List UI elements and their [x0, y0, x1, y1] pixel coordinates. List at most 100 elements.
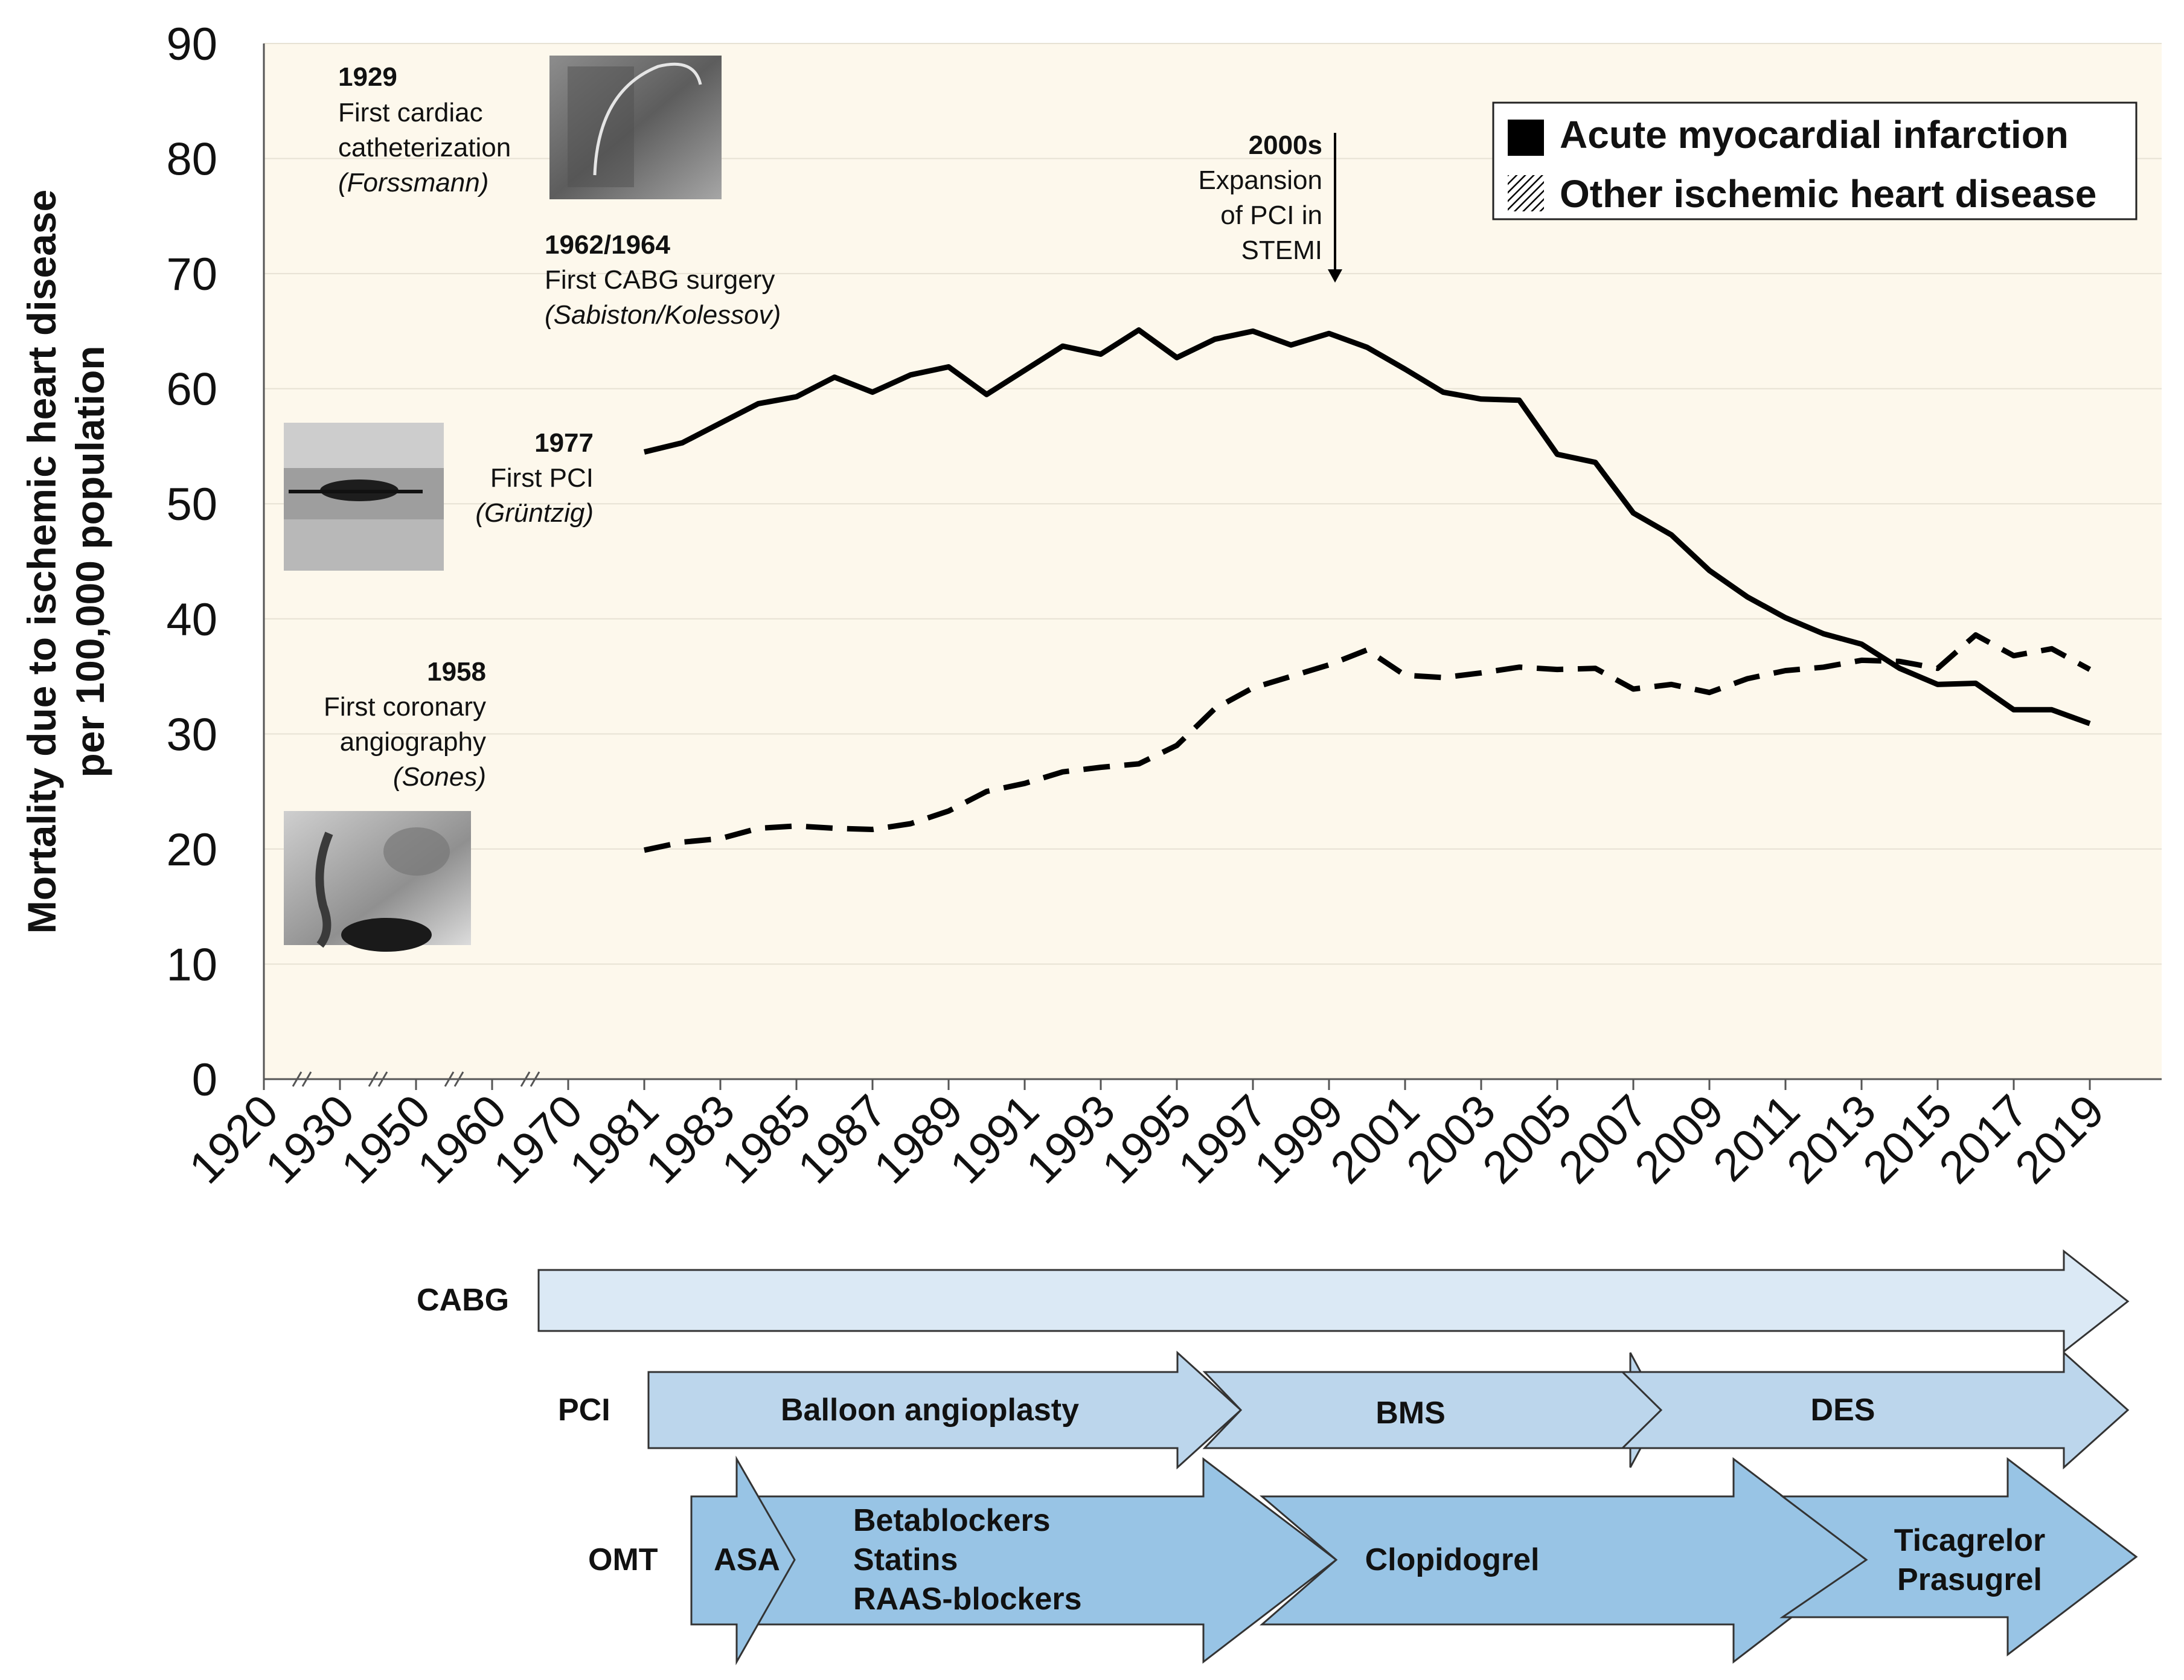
- annotation-2000s-year: 2000s: [1249, 130, 1322, 160]
- annotation-1977-line-1: First PCI: [490, 463, 594, 493]
- annotation-1958-author: (Sones): [393, 762, 486, 792]
- x-tick-label: 2001: [1321, 1085, 1429, 1194]
- annotation-1977-year: 1977: [534, 428, 594, 458]
- pci-arrow-bms: [1202, 1352, 1662, 1468]
- x-tick-label: 1981: [560, 1085, 668, 1194]
- legend-label-ami: Acute myocardial infarction: [1560, 113, 2069, 156]
- annotation-2000s-line-3: STEMI: [1241, 236, 1322, 265]
- annotation-1958-line-2: angiography: [340, 727, 486, 757]
- axis-break-mark: [520, 1071, 531, 1087]
- x-tick-label: 2019: [2005, 1085, 2114, 1194]
- x-tick-label: 1989: [864, 1085, 973, 1194]
- legend-swatch-other: [1508, 175, 1544, 211]
- omt-phase-statins: Statins: [853, 1542, 958, 1577]
- x-tick-label: 1993: [1016, 1085, 1125, 1194]
- therapy-timeline: CABG PCI Balloon angioplasty BMS DES OMT…: [417, 1249, 2138, 1666]
- axis-break-mark: [368, 1071, 379, 1087]
- angiography-image: [284, 811, 471, 952]
- annotation-1962: 1962/1964 First CABG surgery (Sabiston/K…: [545, 230, 781, 330]
- x-tick-label: 2009: [1625, 1085, 1734, 1194]
- legend-label-other: Other ischemic heart disease: [1560, 172, 2096, 216]
- axis-break-mark: [530, 1071, 540, 1087]
- annotation-1929-line-2: catheterization: [338, 133, 511, 162]
- y-tick-label: 50: [166, 479, 217, 530]
- x-tick-label: 1983: [636, 1085, 745, 1194]
- annotation-2000s-line-2: of PCI in: [1220, 200, 1322, 230]
- x-tick-label: 2007: [1549, 1085, 1657, 1194]
- x-tick-label: 2011: [1703, 1085, 1810, 1191]
- annotation-1962-author: (Sabiston/Kolessov): [545, 300, 781, 330]
- omt-phase-raas-blockers: RAAS-blockers: [853, 1582, 1082, 1617]
- annotation-1958-year: 1958: [427, 657, 486, 687]
- axis-break-mark: [444, 1071, 455, 1087]
- y-axis-label-line-2: per 100,000 population: [68, 345, 112, 777]
- omt-phase-ticagrelor: Ticagrelor: [1894, 1523, 2045, 1558]
- y-tick-label: 80: [166, 134, 217, 185]
- cabg-arrow: [537, 1249, 2130, 1354]
- x-tick-label: 2017: [1929, 1085, 2038, 1194]
- annotation-1929-line-1: First cardiac: [338, 98, 483, 127]
- pci-phase-balloon: Balloon angioplasty: [781, 1393, 1079, 1428]
- pci-label: PCI: [558, 1393, 610, 1428]
- annotation-2000s: 2000s Expansion of PCI in STEMI: [1199, 130, 1342, 283]
- y-tick-label: 30: [166, 709, 217, 760]
- annotation-1977-author: (Grüntzig): [475, 498, 594, 528]
- omt-phase-betablockers: Betablockers: [853, 1503, 1051, 1538]
- annotation-1929-author: (Forssmann): [338, 168, 488, 197]
- axis-break-mark: [377, 1071, 388, 1087]
- y-tick-label: 60: [166, 364, 217, 415]
- balloon-pci-image: [284, 423, 444, 571]
- x-tick-labels: 1920193019501960197019811983198519871989…: [179, 1085, 2114, 1194]
- omt-arrow-ticagrelor: [1779, 1457, 2138, 1657]
- omt-phase-prasugrel: Prasugrel: [1897, 1562, 2042, 1597]
- annotation-1929: 1929 First cardiac catheterization (Fors…: [338, 62, 511, 197]
- series: [643, 327, 2092, 853]
- pci-arrow-balloon: [647, 1350, 1243, 1470]
- x-tick-label: 1999: [1244, 1085, 1353, 1194]
- cabg-label: CABG: [417, 1283, 509, 1318]
- axis-break-mark: [292, 1071, 303, 1087]
- y-axis-label-line-1: Mortality due to ischemic heart disease: [19, 190, 64, 934]
- y-tick-labels: 0 10 20 30 40 50 60 70 80 90: [166, 19, 217, 1106]
- x-tick-label: 1970: [484, 1085, 592, 1194]
- annotation-1958-line-1: First coronary: [324, 692, 486, 722]
- x-tick-label: 1997: [1168, 1085, 1277, 1194]
- omt-arrow-asa: [690, 1455, 796, 1666]
- omt-arrow-betablockers: [757, 1457, 1338, 1664]
- x-tick-label: 1950: [331, 1085, 440, 1194]
- omt-label: OMT: [588, 1542, 658, 1577]
- y-tick-label: 40: [166, 594, 217, 646]
- x-tick-label: 2013: [1777, 1085, 1886, 1194]
- axes: [263, 43, 2162, 1090]
- annotation-1977: 1977 First PCI (Grüntzig): [475, 428, 594, 528]
- x-tick-label: 1985: [712, 1085, 821, 1194]
- catheterization-xray-image: [549, 56, 722, 199]
- annotation-1958: 1958 First coronary angiography (Sones): [324, 657, 486, 792]
- annotation-1929-year: 1929: [338, 62, 397, 92]
- y-tick-label: 0: [192, 1054, 217, 1106]
- x-tick-label: 2005: [1473, 1085, 1581, 1194]
- annotation-2000s-arrowhead: [1328, 269, 1342, 283]
- y-tick-label: 70: [166, 249, 217, 300]
- omt-phase-clopidogrel: Clopidogrel: [1365, 1542, 1540, 1577]
- legend-swatch-ami: [1508, 120, 1544, 156]
- axis-break-mark: [301, 1071, 312, 1087]
- x-tick-label: 1987: [788, 1085, 897, 1194]
- annotation-2000s-line-1: Expansion: [1199, 165, 1322, 195]
- pci-phase-des: DES: [1811, 1393, 1875, 1428]
- y-tick-label: 20: [166, 824, 217, 876]
- annotation-1962-year: 1962/1964: [545, 230, 671, 260]
- omt-phase-asa: ASA: [714, 1542, 780, 1577]
- x-tick-label: 2003: [1397, 1085, 1505, 1194]
- annotation-1962-line-1: First CABG surgery: [545, 265, 775, 295]
- x-tick-label: 2015: [1853, 1085, 1962, 1194]
- legend: Acute myocardial infarction Other ischem…: [1492, 101, 2138, 220]
- x-tick-label: 1995: [1092, 1085, 1201, 1194]
- x-tick-label: 1930: [255, 1085, 364, 1194]
- x-tick-label: 1960: [408, 1085, 516, 1194]
- pci-arrow-des: [1620, 1350, 2130, 1470]
- pci-phase-bms: BMS: [1375, 1396, 1446, 1431]
- series-line-acute-mi: [643, 327, 2091, 726]
- x-tick-label: 1991: [940, 1085, 1049, 1194]
